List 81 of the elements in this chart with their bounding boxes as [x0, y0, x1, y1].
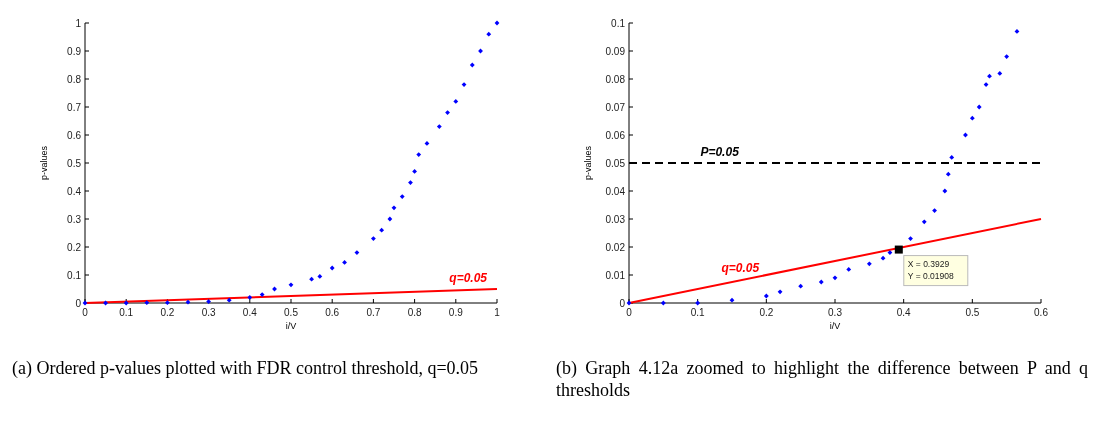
y-tick-label: 0.3 [67, 213, 82, 225]
point [763, 293, 769, 299]
point [777, 289, 783, 295]
point [932, 208, 937, 213]
series-label: q=0.05 [449, 270, 488, 285]
y-tick-label: 0.03 [605, 213, 626, 225]
x-tick-label: 0.8 [407, 307, 422, 318]
y-tick-label: 0.07 [605, 101, 626, 113]
point [729, 297, 735, 303]
x-tick-label: 1 [494, 307, 501, 318]
point [329, 265, 335, 271]
point [908, 236, 913, 241]
x-tick-label: 0 [626, 307, 633, 318]
x-tick-label: 0.7 [366, 307, 381, 318]
point [408, 180, 413, 185]
y-tick-label: 0.8 [67, 73, 82, 85]
point [387, 216, 393, 222]
y-tick-label: 0 [75, 297, 82, 309]
y-tick-label: 0.05 [605, 157, 626, 169]
x-axis-title: i/V [829, 321, 841, 331]
point [818, 279, 824, 285]
text: (a) Ordered p-values plotted with FDR control threshold, q=0.05 [11, 357, 480, 379]
series-label: q=0.05 [721, 261, 760, 276]
point [342, 260, 347, 265]
point [846, 267, 852, 272]
x-tick-label: 0.2 [759, 307, 774, 318]
x-axis-title: i/V [285, 321, 297, 331]
x-tick-label: 0.5 [284, 307, 299, 318]
point [399, 194, 405, 199]
point [976, 104, 982, 110]
point [987, 73, 992, 79]
point [288, 282, 294, 288]
point [436, 124, 442, 129]
x-tick-label: 0.1 [690, 307, 706, 318]
point [660, 300, 666, 306]
y-tick-label: 0.7 [67, 101, 82, 113]
x-tick-label: 0 [82, 307, 89, 318]
y-tick-label: 0.02 [605, 241, 626, 253]
y-tick-label: 0.08 [605, 73, 626, 85]
point [185, 299, 191, 305]
point [494, 20, 500, 26]
point [412, 169, 417, 174]
y-tick-label: 0.01 [605, 269, 626, 281]
annotation: X = 0.3929 Y = 0.01908 [907, 258, 954, 281]
y-tick-label: 0.2 [67, 241, 82, 253]
y-tick-label: 0.1 [67, 269, 82, 281]
ref-line-label: P=0.05 [700, 145, 740, 159]
point [416, 152, 422, 157]
point [445, 110, 450, 115]
x-tick-label: 0.6 [1034, 307, 1049, 318]
point [1004, 54, 1010, 59]
y-tick-label: 1 [75, 17, 82, 29]
point [942, 188, 948, 194]
point [226, 297, 232, 303]
y-tick-label: 0.06 [605, 129, 626, 141]
y-tick-label: 0.4 [67, 185, 82, 197]
x-tick-label: 0.5 [965, 307, 980, 318]
y-tick-label: 0.9 [67, 45, 82, 57]
point [880, 255, 886, 261]
y-tick-label: 0.1 [611, 17, 626, 29]
x-tick-label: 0.6 [325, 307, 340, 318]
point [832, 275, 838, 281]
y-tick-label: 0.5 [67, 157, 82, 169]
point [469, 62, 475, 68]
text: (b) Graph 4.12a zoomed to highlight the difference between P and q thresholds [555, 357, 1089, 401]
x-tick-label: 0.3 [828, 307, 843, 318]
y-tick-label: 0.04 [605, 185, 626, 197]
point [391, 205, 397, 211]
x-tick-label: 0.1 [119, 307, 134, 318]
x-tick-label: 0.9 [448, 307, 464, 318]
x-tick-label: 0.4 [896, 307, 912, 318]
point [949, 155, 955, 160]
y-axis-title: p-values [583, 145, 593, 181]
point [371, 236, 376, 241]
x-tick-label: 0.2 [160, 307, 175, 318]
y-axis-title: p-values [39, 145, 49, 181]
y-tick-label: 0.6 [67, 129, 82, 141]
y-tick-label: 0.09 [605, 45, 626, 57]
x-tick-label: 0.3 [201, 307, 216, 318]
y-tick-label: 0 [619, 297, 626, 309]
x-tick-label: 0.4 [242, 307, 258, 318]
